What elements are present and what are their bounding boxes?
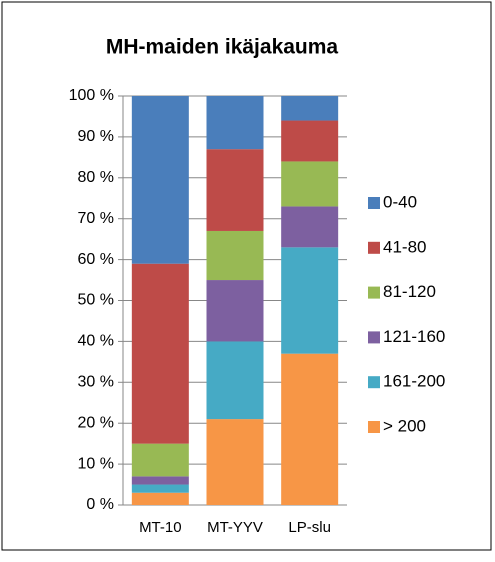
bar-segment: [206, 96, 264, 150]
legend-label: > 200: [383, 416, 426, 435]
y-tick-label: 60 %: [78, 251, 114, 268]
y-tick-label: 90 %: [78, 128, 114, 145]
legend-swatch: [368, 331, 380, 344]
chart-title: MH-maiden ikäjakauma: [106, 36, 339, 59]
bar-segment: [131, 443, 189, 477]
bar-segment: [206, 230, 264, 281]
y-tick-label: 10 %: [78, 455, 114, 472]
bar-segment: [131, 492, 189, 505]
bar-segment: [206, 149, 264, 231]
y-tick-label: 80 %: [78, 169, 114, 186]
legend-swatch: [368, 286, 380, 299]
legend-swatch: [368, 421, 380, 433]
x-tick-label: LP-slu: [288, 519, 331, 536]
y-tick-label: 70 %: [78, 210, 114, 227]
bar-segment: [131, 476, 189, 485]
y-tick-label: 0 %: [86, 496, 114, 513]
bar-segment: [131, 484, 189, 493]
legend-label: 161-200: [383, 372, 445, 391]
x-tick-label: MT-YYV: [207, 519, 263, 536]
bar-segment: [206, 280, 264, 342]
bar-segment: [281, 161, 339, 207]
y-tick-label: 20 %: [78, 414, 114, 431]
legend-label: 81-120: [383, 282, 436, 301]
bar-segment: [131, 96, 189, 264]
legend-swatch: [368, 376, 380, 389]
y-tick-label: 100 %: [69, 87, 114, 104]
y-tick-label: 40 %: [78, 333, 114, 350]
bar-segment: [206, 341, 264, 420]
bar-segment: [281, 120, 339, 162]
legend-label: 41-80: [383, 237, 426, 256]
bar-segment: [281, 96, 339, 121]
bar-segment: [281, 206, 339, 248]
bar-segment: [131, 263, 189, 444]
y-tick-label: 50 %: [78, 292, 114, 309]
legend-label: 0-40: [383, 192, 417, 211]
legend-label: 121-160: [383, 327, 445, 346]
bar-segment: [281, 247, 339, 354]
bar-segment: [281, 353, 339, 505]
y-tick-label: 30 %: [78, 374, 114, 391]
legend-swatch: [368, 197, 380, 209]
legend-swatch: [368, 241, 380, 254]
x-tick-label: MT-10: [139, 519, 182, 536]
bar-segment: [206, 419, 264, 505]
